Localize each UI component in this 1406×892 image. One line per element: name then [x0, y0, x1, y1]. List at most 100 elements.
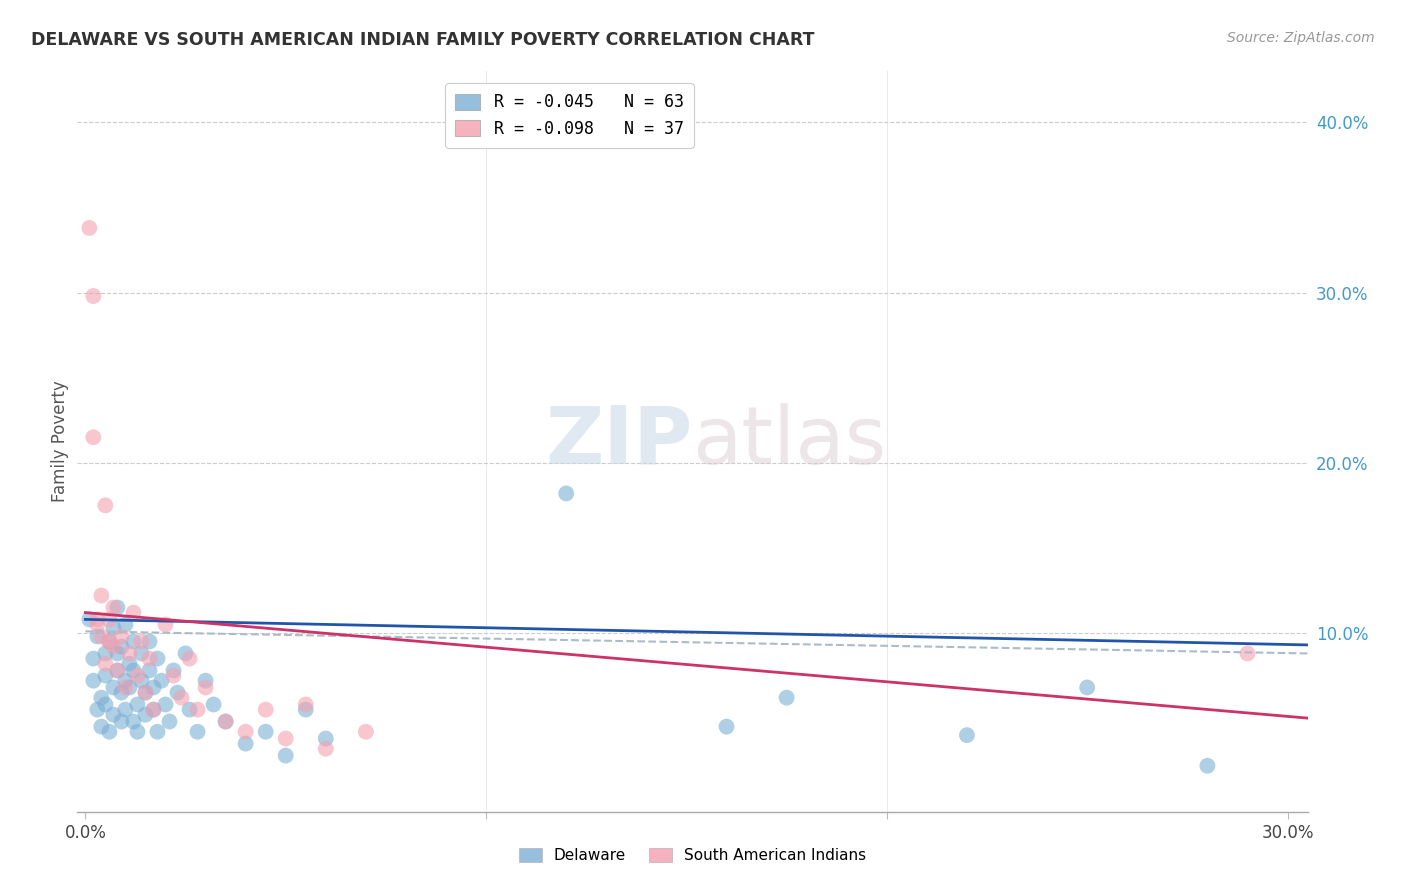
- Point: [127, 668, 149, 682]
- Point: [194, 673, 217, 688]
- Point: [134, 685, 156, 699]
- Point: [122, 714, 145, 729]
- Point: [103, 621, 125, 635]
- Point: [90, 629, 112, 643]
- Point: [131, 647, 153, 661]
- Text: ZIP: ZIP: [546, 402, 693, 481]
- Point: [103, 681, 125, 695]
- Point: [110, 685, 132, 699]
- Point: [214, 714, 236, 729]
- Point: [134, 685, 156, 699]
- Point: [98, 724, 121, 739]
- Point: [86, 612, 108, 626]
- Point: [159, 714, 181, 729]
- Point: [94, 647, 117, 661]
- Point: [138, 664, 160, 678]
- Point: [103, 707, 125, 722]
- Text: DELAWARE VS SOUTH AMERICAN INDIAN FAMILY POVERTY CORRELATION CHART: DELAWARE VS SOUTH AMERICAN INDIAN FAMILY…: [31, 31, 814, 49]
- Point: [315, 731, 337, 746]
- Point: [90, 589, 112, 603]
- Point: [202, 698, 225, 712]
- Legend: Delaware, South American Indians: Delaware, South American Indians: [510, 840, 875, 871]
- Point: [110, 714, 132, 729]
- Point: [103, 640, 125, 654]
- Point: [555, 486, 578, 500]
- Point: [142, 681, 165, 695]
- Point: [194, 681, 217, 695]
- Point: [155, 617, 177, 632]
- Point: [94, 668, 117, 682]
- Point: [86, 629, 108, 643]
- Point: [122, 634, 145, 648]
- Point: [90, 720, 112, 734]
- Text: atlas: atlas: [693, 402, 887, 481]
- Point: [1236, 647, 1258, 661]
- Point: [118, 647, 141, 661]
- Point: [235, 724, 257, 739]
- Point: [142, 703, 165, 717]
- Point: [131, 634, 153, 648]
- Point: [956, 728, 979, 742]
- Point: [94, 657, 117, 671]
- Point: [146, 651, 169, 665]
- Point: [146, 724, 169, 739]
- Point: [82, 651, 104, 665]
- Point: [162, 668, 184, 682]
- Point: [90, 690, 112, 705]
- Point: [107, 664, 129, 678]
- Point: [118, 657, 141, 671]
- Point: [94, 499, 117, 513]
- Point: [98, 634, 121, 648]
- Point: [114, 703, 136, 717]
- Point: [131, 673, 153, 688]
- Point: [142, 703, 165, 717]
- Point: [98, 634, 121, 648]
- Point: [162, 664, 184, 678]
- Point: [1076, 681, 1098, 695]
- Point: [86, 617, 108, 632]
- Point: [110, 629, 132, 643]
- Point: [82, 289, 104, 303]
- Y-axis label: Family Poverty: Family Poverty: [51, 381, 69, 502]
- Point: [274, 731, 297, 746]
- Point: [79, 612, 101, 626]
- Point: [122, 606, 145, 620]
- Point: [107, 600, 129, 615]
- Point: [235, 737, 257, 751]
- Point: [150, 673, 173, 688]
- Point: [179, 703, 201, 717]
- Point: [354, 724, 377, 739]
- Point: [134, 707, 156, 722]
- Point: [155, 698, 177, 712]
- Text: Source: ZipAtlas.com: Source: ZipAtlas.com: [1227, 31, 1375, 45]
- Point: [214, 714, 236, 729]
- Point: [118, 681, 141, 695]
- Point: [315, 741, 337, 756]
- Point: [179, 651, 201, 665]
- Point: [138, 651, 160, 665]
- Point: [127, 698, 149, 712]
- Point: [94, 698, 117, 712]
- Point: [86, 703, 108, 717]
- Point: [170, 690, 193, 705]
- Point: [274, 748, 297, 763]
- Point: [107, 664, 129, 678]
- Point: [110, 640, 132, 654]
- Point: [122, 664, 145, 678]
- Point: [166, 685, 188, 699]
- Point: [82, 430, 104, 444]
- Point: [82, 673, 104, 688]
- Point: [114, 617, 136, 632]
- Point: [107, 647, 129, 661]
- Point: [79, 221, 101, 235]
- Point: [103, 600, 125, 615]
- Point: [716, 720, 738, 734]
- Point: [294, 703, 316, 717]
- Point: [127, 724, 149, 739]
- Point: [775, 690, 797, 705]
- Point: [1197, 758, 1219, 772]
- Point: [254, 724, 277, 739]
- Point: [114, 681, 136, 695]
- Point: [138, 634, 160, 648]
- Point: [98, 612, 121, 626]
